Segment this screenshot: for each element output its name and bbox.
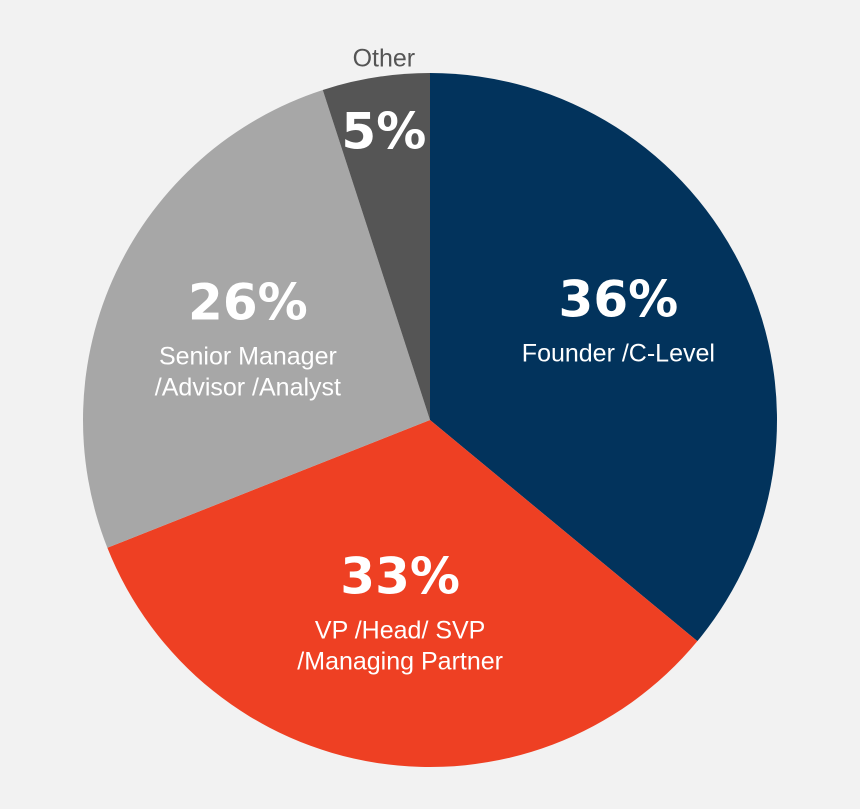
slice-percent-label: 36% (559, 270, 679, 328)
slice-outer-label: Other (353, 45, 416, 73)
slice-category-label: /Advisor /Analyst (155, 373, 341, 401)
slice-category-label: /Managing Partner (297, 648, 503, 676)
slice-category-label: Founder /C-Level (522, 339, 715, 367)
pie-slices (83, 73, 777, 768)
slice-category-label: Senior Manager (159, 342, 337, 370)
pie-slice (322, 73, 430, 420)
slice-percent-label: 26% (188, 273, 308, 331)
pie-slice (430, 73, 777, 642)
slice-category-label: VP /Head/ SVP (315, 617, 485, 645)
pie-slice (107, 420, 698, 768)
pie-labels: 36% Founder /C-Level 33% VP /Head/ SVP/Mana… (155, 45, 715, 676)
pie-slice (83, 89, 431, 548)
slice-percent-label: 5% (341, 103, 426, 161)
slice-percent-label: 33% (340, 548, 460, 606)
